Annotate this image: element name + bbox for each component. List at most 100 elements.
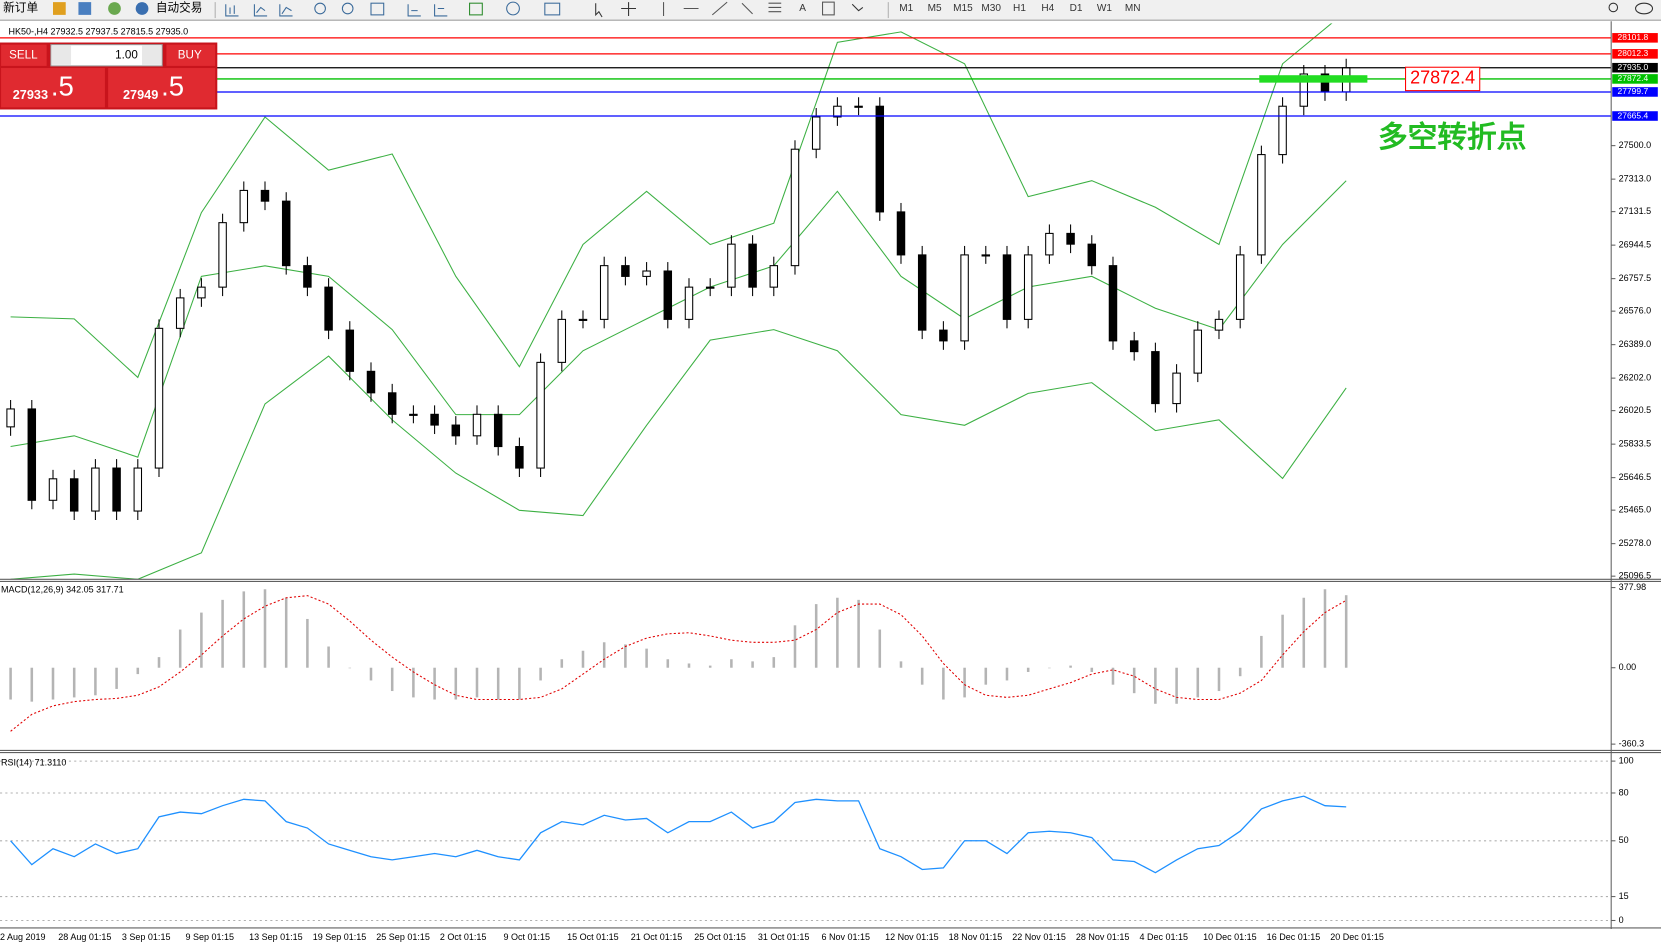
time-label: 2 Oct 01:15 — [440, 932, 487, 942]
macd-histogram-bar — [645, 648, 648, 668]
price-level-label: 27872.4 — [1618, 73, 1649, 83]
macd-histogram-bar — [708, 665, 712, 668]
auto-trading-button[interactable]: 自动交易 — [156, 1, 203, 15]
sell-price-box[interactable] — [1, 68, 105, 108]
time-label: 31 Oct 01:15 — [758, 932, 810, 942]
candle-body — [769, 265, 779, 288]
time-label: 28 Aug 01:15 — [58, 932, 111, 942]
macd-histogram-bar — [624, 644, 627, 668]
macd-histogram-bar — [433, 667, 436, 700]
axes: 25096.5 25278.0 25465.0 25646.5 25833.5 26020… — [0, 32, 1658, 942]
lot-input[interactable] — [50, 44, 163, 67]
timeframe-button[interactable]: H1 — [1013, 3, 1026, 14]
icon — [851, 3, 864, 12]
y-tick-label: 27313.0 — [1619, 173, 1652, 183]
y-tick-label: 377.98 — [1619, 582, 1647, 592]
sell-label[interactable]: SELL — [9, 48, 38, 61]
annotation: 多空转折点 — [1378, 121, 1526, 154]
time-label: 21 Oct 01:15 — [631, 932, 683, 942]
timeframe-button[interactable]: W1 — [1097, 3, 1112, 14]
macd-signal-line — [10, 595, 1347, 732]
y-tick-label: 80 — [1619, 787, 1629, 797]
timeframe-button[interactable]: M5 — [928, 3, 942, 14]
price-level-tag — [1612, 74, 1658, 84]
candle-body — [48, 478, 58, 501]
y-tick-label: 15 — [1619, 891, 1629, 901]
timeframe-button[interactable]: M1 — [899, 3, 913, 14]
label-tool[interactable] — [822, 1, 835, 16]
timeframe-button[interactable]: H4 — [1041, 3, 1054, 14]
buy-label[interactable]: BUY — [178, 48, 202, 61]
macd-histogram-bar — [602, 642, 606, 668]
macd-histogram-bar — [94, 667, 97, 696]
macd-histogram-bar — [518, 667, 521, 700]
text-tool[interactable]: A — [799, 3, 806, 14]
sell-price[interactable]: 27933 — [13, 87, 48, 102]
timeframe-button[interactable]: D1 — [1070, 3, 1083, 14]
price-level-label: 27665.4 — [1618, 110, 1649, 120]
macd-histogram-bar — [263, 589, 267, 668]
macd-histogram-bar — [730, 659, 733, 668]
macd-histogram-bar — [454, 667, 458, 700]
lot-decrease[interactable] — [51, 45, 72, 65]
timeframe-button[interactable]: M30 — [981, 3, 1001, 14]
time-label: 19 Sep 01:15 — [313, 932, 367, 942]
trade-panel: SELL 1.00 BUY 27933 .5 27949 .5 — [0, 42, 218, 110]
candle-body — [69, 478, 79, 512]
buy-price[interactable]: 27949 — [123, 87, 158, 102]
bollinger-band — [10, 180, 1347, 458]
candle-body — [705, 286, 715, 289]
time-label: 6 Nov 01:15 — [821, 932, 870, 942]
timeframe-button[interactable]: M15 — [953, 3, 973, 14]
lot-value[interactable]: 1.00 — [115, 48, 138, 61]
icon — [506, 1, 520, 16]
candle-body — [790, 148, 800, 267]
icon — [253, 4, 268, 17]
candle-body — [515, 446, 524, 469]
candle-body — [1214, 318, 1224, 331]
y-tick-label: 27131.5 — [1619, 206, 1652, 216]
y-tick-label: 26389.0 — [1619, 339, 1652, 349]
candle-body — [1087, 243, 1097, 267]
icon — [135, 2, 149, 15]
candle-body — [430, 413, 439, 426]
chat-icon[interactable] — [1635, 2, 1654, 15]
candle-body — [1129, 340, 1139, 353]
y-tick-label: 25465.0 — [1619, 505, 1652, 515]
candle-body — [1235, 254, 1245, 320]
buy-price-pips[interactable]: .5 — [161, 70, 184, 101]
lot-increase[interactable] — [142, 45, 162, 65]
y-tick-label: 27500.0 — [1619, 140, 1652, 150]
macd-histogram-bar — [1196, 667, 1200, 698]
macd-histogram-bar — [200, 612, 203, 668]
icon — [663, 1, 782, 16]
y-tick-label: 25278.0 — [1619, 538, 1652, 548]
candle-body — [1151, 351, 1160, 405]
candle-body — [811, 116, 821, 150]
candle-body — [939, 329, 948, 342]
icon — [370, 2, 385, 16]
search-icon[interactable] — [1608, 2, 1619, 13]
timeframe-button[interactable]: MN — [1125, 3, 1141, 14]
y-tick-label: 26202.0 — [1619, 373, 1652, 383]
price-level-tag — [1612, 62, 1658, 73]
time-label: 12 Nov 01:15 — [885, 932, 939, 942]
candle-body — [281, 200, 291, 267]
buy-price-box[interactable] — [108, 68, 216, 108]
time-label: 25 Oct 01:15 — [694, 932, 746, 942]
candle-body — [387, 392, 397, 415]
macd-histogram-bar — [666, 659, 670, 668]
candle-body — [112, 467, 121, 512]
macd-histogram-bar — [857, 599, 860, 668]
y-tick-label: 26020.5 — [1619, 405, 1652, 415]
macd-histogram-bar — [1260, 635, 1263, 668]
icon — [314, 2, 326, 15]
candle-body — [175, 297, 185, 329]
candle-body — [1108, 265, 1118, 342]
icon — [341, 2, 354, 15]
sell-button[interactable] — [1, 44, 47, 66]
new-order-button[interactable]: 新订单 — [3, 1, 38, 15]
sell-price-pips[interactable]: .5 — [51, 70, 74, 101]
candle-body — [1299, 73, 1309, 107]
buy-button[interactable] — [166, 44, 216, 66]
